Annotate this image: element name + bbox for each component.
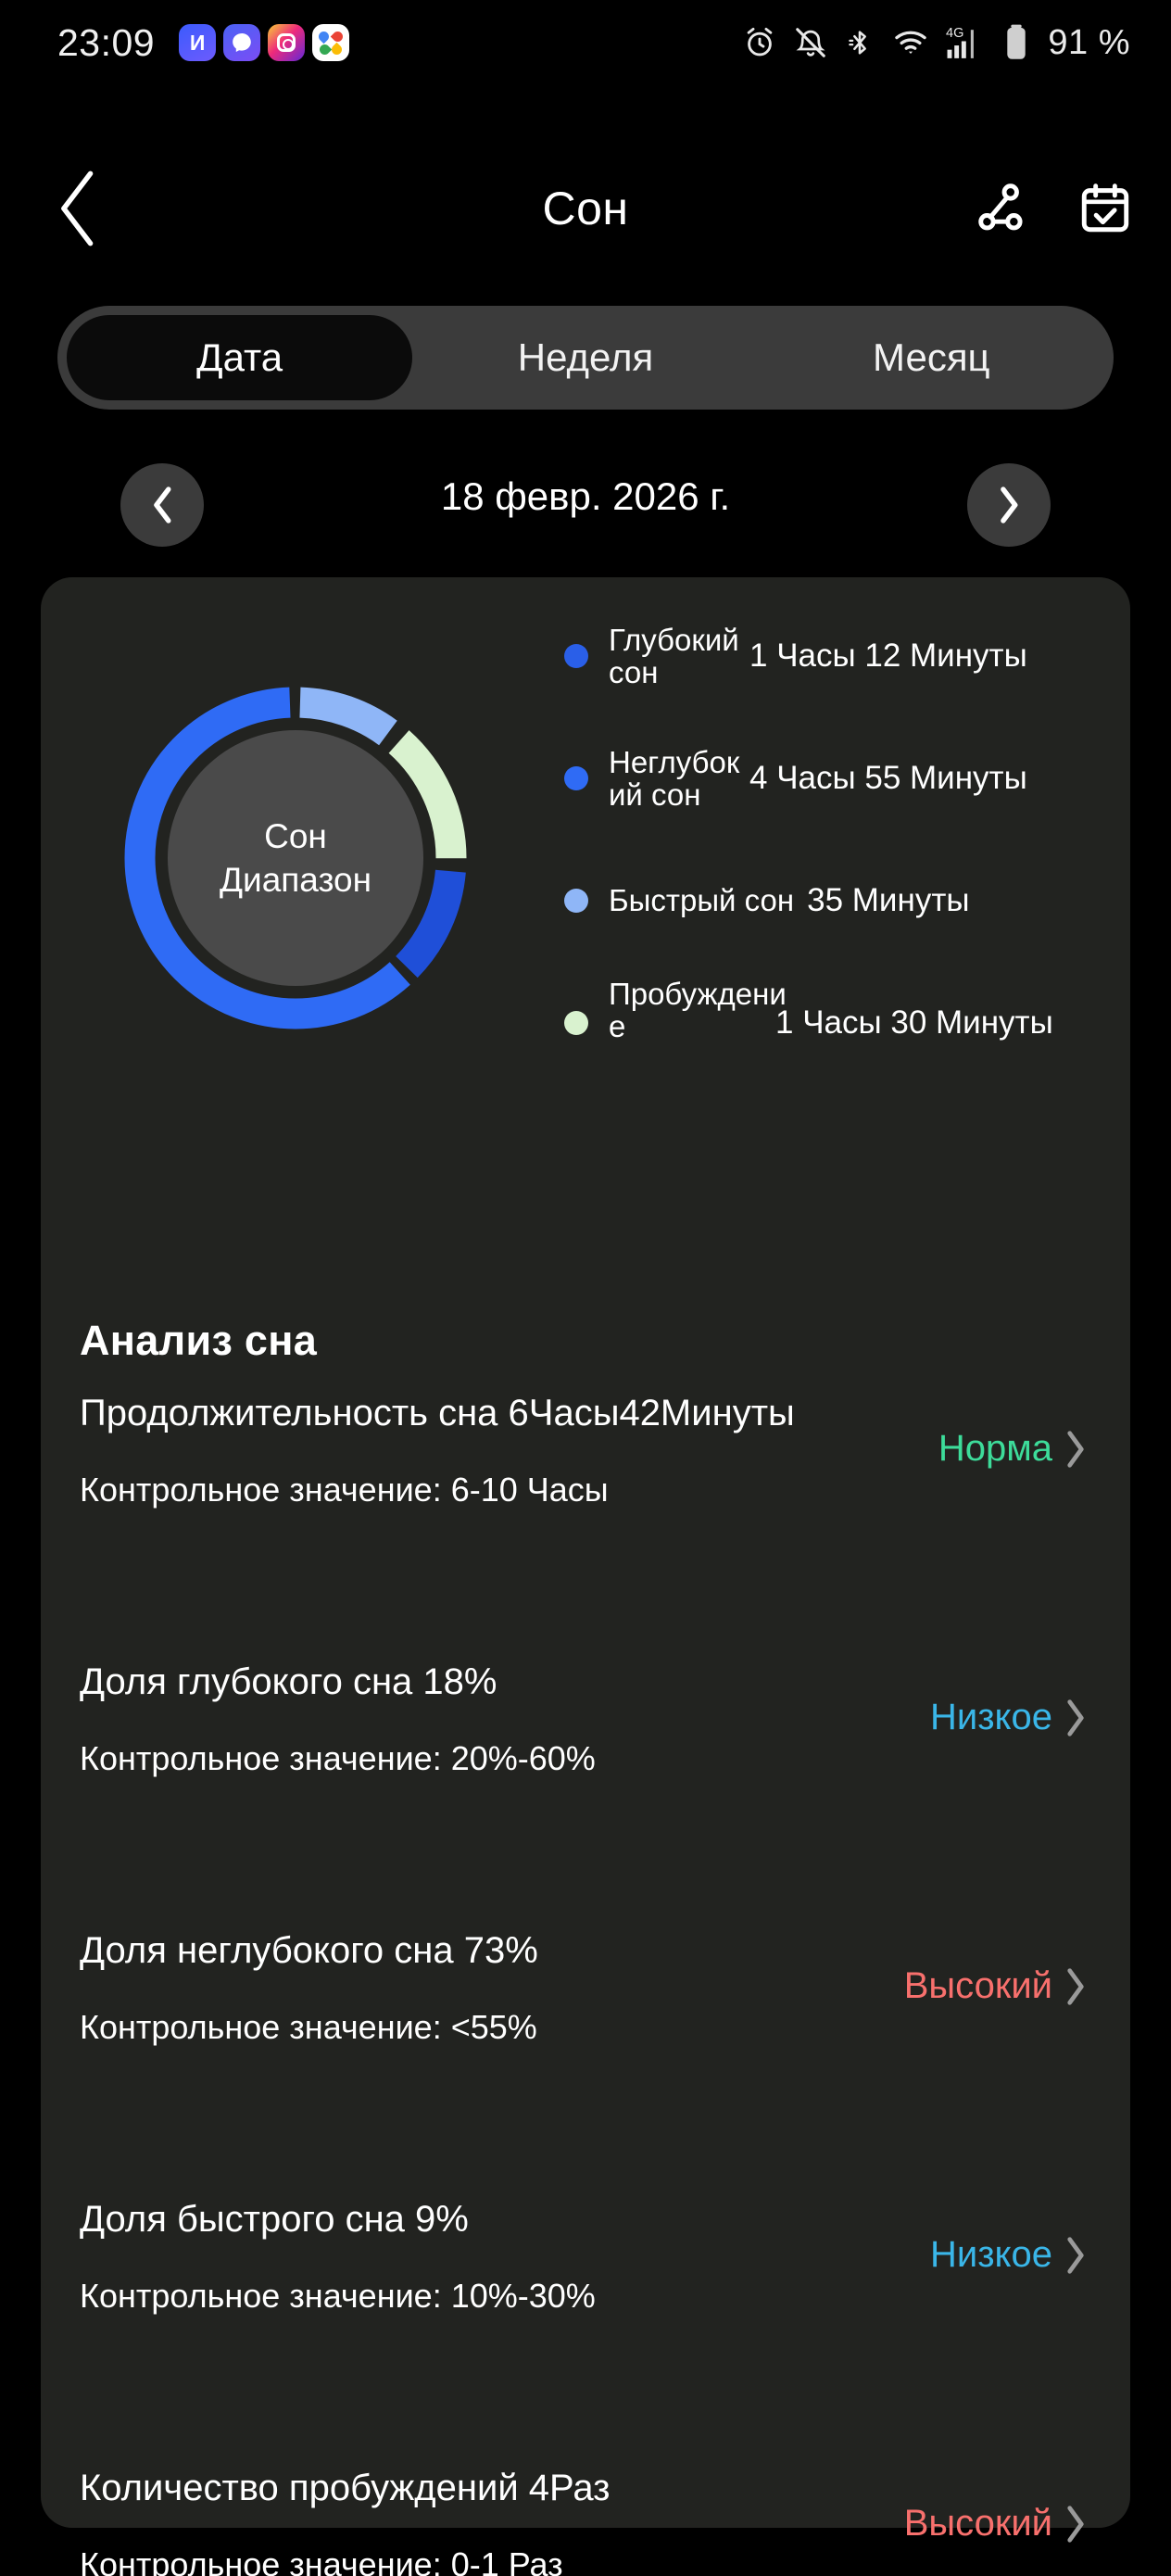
legend-value-light-sleep: 4 Часы 55 Минуты: [749, 760, 1027, 796]
messenger-icon: [223, 24, 261, 61]
analysis-main-deep-share: Доля глубокого сна 18%: [80, 1661, 497, 1702]
analysis-status-deep-share[interactable]: Низкое: [930, 1697, 1088, 1738]
analysis-main-light-share: Доля неглубокого сна 73%: [80, 1930, 538, 1971]
sleep-legend: Глубокий сон 1 Часы 12 Минуты Неглубокий…: [564, 614, 1111, 1065]
instagram-icon: [268, 24, 306, 61]
legend-value-awake: 1 Часы 30 Минуты: [775, 1004, 1053, 1041]
period-tabbar: Дата Неделя Месяц: [57, 306, 1114, 410]
battery-percent: 91 %: [1048, 22, 1130, 62]
analysis-list: Продолжительность сна 6Часы42Минуты Конт…: [41, 1393, 1130, 2576]
tab-week[interactable]: Неделя: [517, 335, 654, 379]
donut-svg: [124, 687, 467, 1029]
chevron-right-icon: [1067, 2236, 1084, 2274]
analysis-status-rem-share[interactable]: Низкое: [930, 2234, 1088, 2276]
legend-dot-rem-sleep: [564, 889, 588, 913]
mute-icon: [796, 28, 826, 57]
donut-center-line2: Диапазон: [219, 861, 372, 899]
legend-item-rem-sleep: Быстрый сон 35 Минуты: [564, 859, 1111, 942]
legend-dot-awake: [564, 1011, 588, 1035]
status-bar-right: 4G 91 %: [742, 23, 1130, 63]
legend-label-deep-sleep: Глубокий сон: [609, 622, 739, 689]
legend-value-deep-sleep: 1 Часы 12 Минуты: [749, 638, 1027, 674]
chevron-right-icon: [1067, 1967, 1084, 2005]
legend-item-deep-sleep: Глубокий сон 1 Часы 12 Минуты: [564, 614, 1111, 698]
legend-label-rem-sleep: Быстрый сон: [609, 883, 795, 918]
chevron-right-icon: [1067, 1430, 1084, 1468]
prev-date-button[interactable]: [120, 463, 204, 547]
analysis-row-light-share[interactable]: Доля неглубокого сна 73% Контрольное зна…: [41, 1930, 1130, 2199]
analysis-sub-duration: Контрольное значение: 6-10 Часы: [80, 1471, 609, 1509]
tab-month[interactable]: Месяц: [873, 335, 990, 379]
svg-text:4G: 4G: [946, 26, 963, 41]
sleep-donut-chart: Сон Диапазон: [69, 631, 523, 1085]
page-title: Сон: [542, 183, 629, 234]
analysis-main-awakenings: Количество пробуждений 4Раз: [80, 2468, 611, 2508]
app-header: Сон: [0, 148, 1171, 269]
status-badge-duration: Норма: [938, 1428, 1052, 1469]
status-badge-rem-share: Низкое: [929, 2234, 1052, 2275]
analysis-sub-deep-share: Контрольное значение: 20%-60%: [80, 1739, 596, 1777]
analysis-row-rem-share[interactable]: Доля быстрого сна 9% Контрольное значени…: [41, 2199, 1130, 2468]
legend-dot-deep-sleep: [564, 644, 588, 668]
legend-value-rem-sleep: 35 Минуты: [807, 882, 970, 918]
network-4g-icon: 4G: [946, 26, 975, 58]
slice-awake: [124, 687, 467, 1029]
status-badge-light-share: Высокий: [903, 1965, 1052, 2006]
chevron-left-icon: [154, 486, 171, 524]
legend-label-light-sleep: Неглубокий сон: [609, 744, 740, 812]
analysis-main-duration: Продолжительность сна 6Часы42Минуты: [80, 1393, 795, 1433]
current-date-label: 18 февр. 2026 г.: [440, 474, 731, 518]
back-chevron-icon: [61, 170, 94, 246]
status-badge-deep-share: Низкое: [929, 1697, 1052, 1737]
share-icon[interactable]: [975, 180, 1032, 237]
header-actions: [975, 148, 1134, 269]
battery-icon: [1007, 24, 1026, 59]
legend-label-awake: Пробуждение: [609, 977, 787, 1044]
slice-light-sleep: [124, 687, 467, 1029]
calendar-check-icon[interactable]: [1077, 180, 1134, 237]
alarm-icon: [748, 28, 773, 57]
sleep-card: Сон Диапазон Глубокий сон 1 Часы 12 Мину…: [41, 577, 1130, 2576]
status-badge-awakenings: Высокий: [903, 2503, 1052, 2544]
analysis-status-duration[interactable]: Норма: [938, 1428, 1088, 1470]
sleep-chart-section: Сон Диапазон Глубокий сон 1 Часы 12 Мину…: [41, 577, 1130, 1254]
analysis-status-light-share[interactable]: Высокий: [904, 1965, 1088, 2007]
analysis-row-duration[interactable]: Продолжительность сна 6Часы42Минуты Конт…: [41, 1393, 1130, 1661]
donut-center-label: Сон Диапазон: [168, 730, 423, 986]
chevron-right-icon: [1067, 1698, 1084, 1736]
back-button[interactable]: [28, 148, 130, 269]
legend-dot-light-sleep: [564, 766, 588, 790]
status-clock: 23:09: [57, 20, 156, 64]
status-app-icons: И: [179, 24, 350, 61]
analysis-row-awakenings[interactable]: Количество пробуждений 4Раз Контрольное …: [41, 2468, 1130, 2576]
analysis-main-rem-share: Доля быстрого сна 9%: [80, 2199, 469, 2240]
google-photos-icon: [312, 24, 350, 61]
vk-icon: И: [179, 24, 217, 61]
chevron-right-icon: [1067, 2505, 1084, 2543]
analysis-row-deep-share[interactable]: Доля глубокого сна 18% Контрольное значе…: [41, 1661, 1130, 1930]
bluetooth-icon: [849, 31, 867, 55]
legend-item-light-sleep: Неглубокий сон 4 Часы 55 Минуты: [564, 737, 1111, 820]
date-navigator: 18 февр. 2026 г.: [0, 454, 1171, 556]
tab-date[interactable]: Дата: [67, 315, 413, 400]
donut-center-line1: Сон: [264, 816, 327, 855]
analysis-sub-light-share: Контрольное значение: <55%: [80, 2008, 537, 2046]
chevron-right-icon: [1001, 486, 1018, 524]
status-bar-left: 23:09 И: [57, 20, 350, 65]
analysis-sub-rem-share: Контрольное значение: 10%-30%: [80, 2277, 596, 2315]
analysis-sub-awakenings: Контрольное значение: 0-1 Раз: [80, 2545, 563, 2576]
legend-item-awake: Пробуждение 1 Часы 30 Минуты: [564, 977, 1111, 1065]
analysis-title: Анализ сна: [80, 1317, 318, 1364]
status-bar: 23:09 И: [0, 0, 1171, 85]
next-date-button[interactable]: [967, 463, 1051, 547]
analysis-status-awakenings[interactable]: Высокий: [904, 2503, 1088, 2544]
wifi-icon: [895, 31, 927, 55]
